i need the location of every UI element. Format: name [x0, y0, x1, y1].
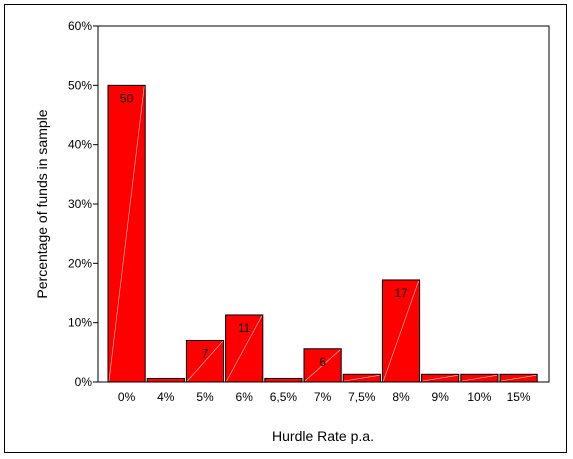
- data-label: 17: [394, 286, 408, 300]
- x-tick-label: 7%: [314, 390, 332, 404]
- y-tick-label: 0%: [75, 375, 93, 389]
- x-tick-label: 6,5%: [270, 390, 298, 404]
- bar: [146, 377, 185, 383]
- x-tick-label: 6%: [236, 390, 254, 404]
- y-axis-title: Percentage of funds in sample: [34, 109, 50, 298]
- y-tick-label: 20%: [68, 256, 92, 270]
- data-label: 11: [238, 321, 251, 335]
- x-tick-label: 10%: [467, 390, 491, 404]
- x-tick-label: 9%: [432, 390, 450, 404]
- bar-highlight: [500, 374, 537, 382]
- bar-highlight: [383, 280, 419, 382]
- bar: [264, 377, 303, 383]
- x-tick-label: 8%: [392, 390, 410, 404]
- data-label: 50: [120, 91, 134, 105]
- y-axis: 0% 10% 20% 30% 40% 50% 60%: [68, 19, 98, 389]
- bar-highlight: [304, 349, 341, 382]
- bar-highlight: [187, 341, 223, 382]
- plot-frame: [97, 25, 550, 383]
- x-axis: 0% 4% 5% 6% 6,5% 7% 7,5% 8% 9% 10% 15%: [118, 390, 531, 404]
- y-tick-label: 30%: [68, 197, 92, 211]
- x-tick-label: 4%: [157, 390, 175, 404]
- x-tick-label: 0%: [118, 390, 136, 404]
- bar-highlight: [422, 374, 458, 382]
- y-tick-label: 50%: [68, 78, 92, 92]
- y-tick-label: 10%: [68, 316, 92, 330]
- x-tick-label: 7,5%: [348, 390, 376, 404]
- x-axis-title: Hurdle Rate p.a.: [272, 428, 374, 444]
- y-tick-label: 60%: [68, 19, 92, 33]
- bar-highlight: [461, 374, 498, 382]
- bars-group: 50 7 11 6 17: [107, 84, 538, 383]
- data-label: 7: [202, 346, 209, 360]
- data-label: 6: [319, 355, 326, 369]
- x-tick-label: 5%: [196, 390, 214, 404]
- y-tick-label: 40%: [68, 138, 92, 152]
- bar-highlight: [108, 86, 145, 382]
- bar-highlight: [226, 315, 263, 382]
- bar-highlight: [344, 374, 380, 382]
- x-tick-label: 15%: [507, 390, 531, 404]
